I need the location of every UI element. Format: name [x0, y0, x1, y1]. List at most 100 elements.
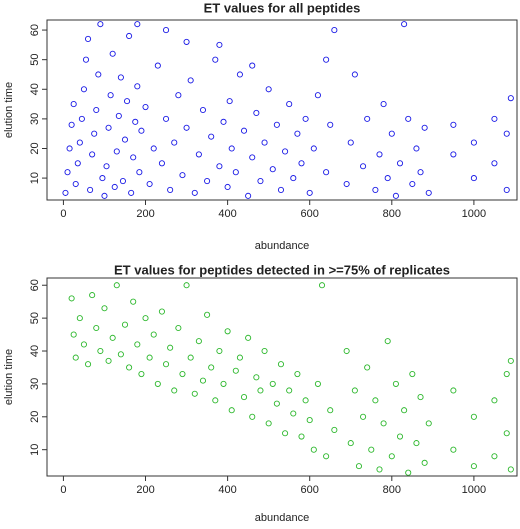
point: [253, 109, 260, 117]
point: [331, 426, 338, 434]
point: [491, 397, 498, 404]
y-tick-label: 20: [29, 142, 41, 154]
point: [70, 101, 77, 108]
point: [199, 377, 207, 384]
point: [132, 118, 139, 125]
point: [179, 370, 186, 378]
point: [380, 101, 387, 108]
point: [78, 115, 85, 122]
point: [265, 86, 272, 93]
point: [128, 189, 135, 196]
x-axis-label: abundance: [255, 240, 309, 252]
plot-frame: [46, 19, 518, 201]
point: [126, 32, 133, 40]
y-tick-label: 60: [29, 24, 41, 36]
point: [253, 374, 260, 381]
point: [384, 338, 391, 345]
point: [376, 466, 383, 473]
point: [360, 163, 367, 170]
point: [396, 433, 404, 440]
y-tick-label: 40: [29, 83, 41, 95]
point: [107, 92, 114, 99]
point: [109, 50, 116, 57]
point: [117, 74, 124, 81]
point: [245, 192, 252, 199]
point: [103, 163, 110, 170]
y-axis-label: elution time: [3, 349, 15, 405]
point: [111, 183, 118, 191]
point: [113, 148, 120, 155]
point: [99, 175, 106, 182]
point: [236, 71, 243, 78]
point: [175, 92, 182, 99]
point: [425, 420, 432, 427]
point: [212, 397, 219, 404]
x-tick-label: 1000: [462, 208, 486, 220]
point: [286, 101, 293, 108]
point: [220, 380, 227, 387]
point: [360, 413, 367, 420]
point: [261, 347, 268, 355]
point: [195, 338, 202, 345]
point: [136, 169, 143, 176]
point: [347, 139, 354, 146]
point: [162, 27, 170, 34]
point: [388, 453, 395, 460]
point: [240, 394, 248, 401]
point: [417, 394, 424, 401]
x-tick-label: 200: [136, 208, 154, 220]
point: [232, 169, 239, 176]
point: [503, 430, 510, 437]
x-tick-label: 800: [383, 484, 401, 496]
point: [187, 354, 194, 361]
point: [425, 189, 432, 196]
point: [396, 160, 404, 167]
point: [130, 298, 137, 305]
point: [84, 35, 92, 42]
point: [470, 175, 477, 182]
point: [503, 186, 510, 193]
point: [503, 130, 510, 137]
y-tick-label: 50: [29, 54, 41, 66]
point: [208, 133, 215, 140]
point: [327, 407, 334, 414]
point: [171, 139, 178, 146]
point: [405, 115, 412, 122]
point: [68, 295, 75, 302]
point: [491, 453, 498, 460]
point: [121, 321, 129, 328]
x-tick-label: 400: [218, 484, 236, 496]
point: [216, 41, 223, 48]
point: [191, 390, 198, 397]
point: [318, 282, 326, 289]
point: [269, 380, 276, 387]
point: [134, 341, 141, 348]
point: [405, 469, 412, 476]
point: [450, 387, 457, 394]
point: [392, 380, 399, 387]
y-axis-label: elution time: [3, 82, 15, 138]
point: [249, 62, 256, 69]
y-tick-label: 20: [29, 411, 41, 423]
point: [507, 95, 514, 102]
y-tick-label: 50: [29, 312, 41, 324]
point: [154, 62, 161, 69]
y-tick-label: 10: [29, 444, 41, 456]
point: [123, 98, 131, 105]
point: [89, 292, 96, 299]
point: [470, 139, 477, 146]
point: [72, 354, 79, 361]
point: [421, 459, 428, 466]
point: [82, 56, 90, 63]
point: [93, 324, 100, 332]
point: [97, 347, 104, 355]
point: [142, 103, 149, 111]
point: [101, 192, 108, 199]
y-tick-label: 30: [29, 113, 41, 125]
point: [323, 453, 330, 460]
point: [302, 397, 309, 404]
point: [450, 151, 457, 158]
point: [117, 351, 124, 358]
x-tick-label: 800: [383, 208, 401, 220]
